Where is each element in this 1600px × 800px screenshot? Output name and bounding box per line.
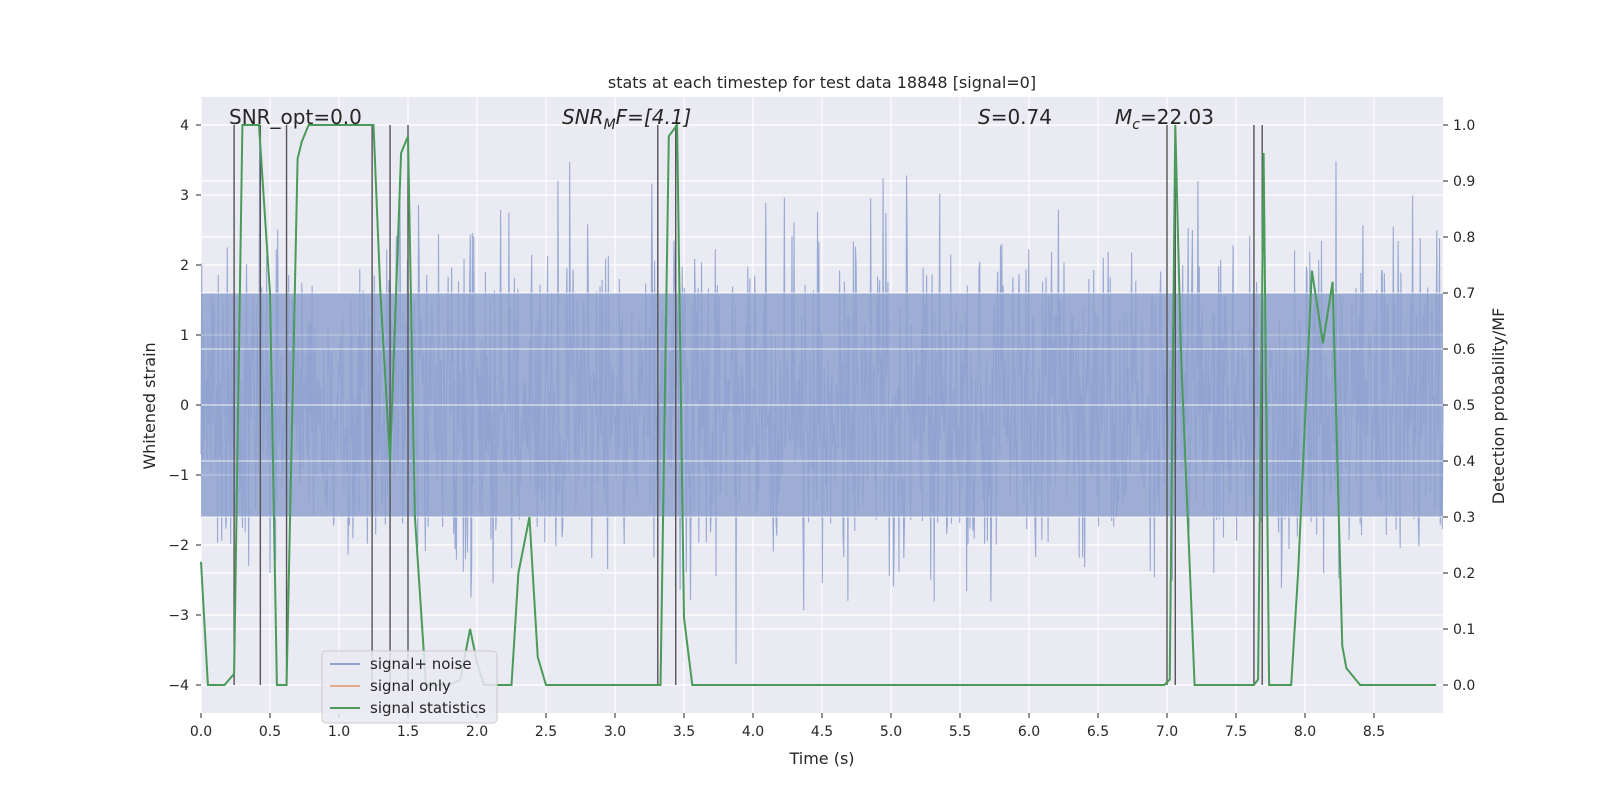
x-tick-label: 7.0 [1156, 724, 1178, 740]
y-tick-label: 0 [180, 398, 189, 414]
annotation-mc: Mc=22.03 [1115, 105, 1214, 133]
y2-tick-label: 0.8 [1453, 230, 1475, 246]
y-tick-label: 2 [180, 258, 189, 274]
y2-tick-label: 0.4 [1453, 454, 1475, 470]
y2-tick-label: 0.0 [1453, 678, 1475, 694]
y2-tick-label: 0.6 [1453, 342, 1475, 358]
annotation-snr-opt: SNR_opt=0.0 [229, 105, 362, 129]
signal-statistics-series [200, 122, 1437, 686]
y-tick-label: −1 [168, 468, 189, 484]
x-tick-label: 0.5 [259, 724, 281, 740]
y2-tick-label: 0.2 [1453, 566, 1475, 582]
x-tick-label: 1.5 [397, 724, 419, 740]
y-axis-label: Whitened strain [140, 342, 159, 469]
y2-tick-label: 0.7 [1453, 286, 1475, 302]
x-tick-label: 3.5 [673, 724, 695, 740]
x-tick-label: 4.0 [742, 724, 764, 740]
y2-tick-label: 0.9 [1453, 174, 1475, 190]
legend-label-signal-only: signal only [370, 677, 451, 695]
x-tick-label: 6.5 [1087, 724, 1109, 740]
vertical-markers [233, 125, 1263, 685]
y2-tick-label: 0.3 [1453, 510, 1475, 526]
x-tick-label: 8.0 [1294, 724, 1316, 740]
x-tick-label: 2.0 [466, 724, 488, 740]
x-tick-label: 6.0 [1018, 724, 1040, 740]
x-tick-label: 4.5 [811, 724, 833, 740]
legend-box [321, 650, 498, 724]
legend: signal+ noise signal only signal statist… [321, 650, 498, 724]
x-tick-label: 5.5 [949, 724, 971, 740]
x-tick-label: 3.0 [604, 724, 626, 740]
x-tick-label: 1.0 [328, 724, 350, 740]
y-tick-label: −4 [168, 678, 189, 694]
x-tick-label: 0.0 [190, 724, 212, 740]
x-tick-label: 2.5 [535, 724, 557, 740]
y-tick-label: 3 [180, 188, 189, 204]
y2-tick-label: 0.1 [1453, 622, 1475, 638]
y-tick-label: −3 [168, 608, 189, 624]
x-tick-label: 7.5 [1225, 724, 1247, 740]
x-tick-label: 8.5 [1363, 724, 1385, 740]
x-tick-label: 5.0 [880, 724, 902, 740]
y-tick-label: 4 [180, 118, 189, 134]
y-tick-label: 1 [180, 328, 189, 344]
annotation-snr-mf: SNRMF=[4.1] [562, 105, 691, 133]
legend-label-signal-statistics: signal statistics [370, 699, 486, 717]
axes: 0.0 0.5 1.0 1.5 2.0 2.5 3.0 3.5 4.0 4.5 5.0 5.5 6.0 6… [168, 118, 1475, 740]
y-tick-label: −2 [168, 538, 189, 554]
legend-label-signal-noise: signal+ noise [370, 655, 472, 673]
x-axis-label: Time (s) [788, 749, 854, 768]
y2-tick-label: 0.5 [1453, 398, 1475, 414]
chart-title: stats at each timestep for test data 188… [608, 73, 1036, 92]
annotation-s: S=0.74 [978, 105, 1052, 129]
signal-statistics-line [200, 122, 1437, 686]
y2-tick-label: 1.0 [1453, 118, 1475, 134]
y2-axis-label: Detection probability/MF [1489, 308, 1508, 505]
